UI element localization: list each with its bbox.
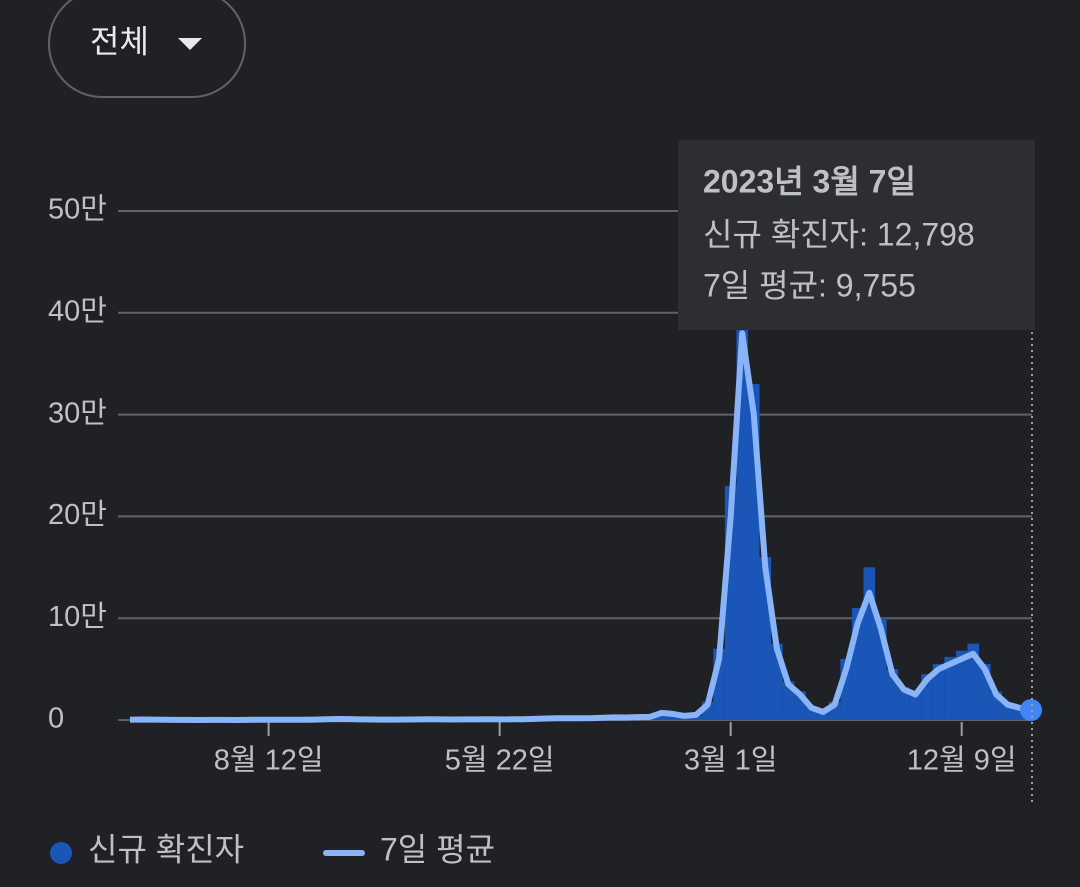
x-tick-label: 5월 22일: [445, 744, 555, 777]
y-tick-label: 10만: [48, 601, 107, 633]
legend-dot: [50, 842, 72, 864]
legend-label: 7일 평균: [380, 831, 495, 867]
y-tick-label: 50만: [48, 194, 107, 226]
tooltip-line: 7일 평균: 9,755: [703, 267, 916, 303]
tooltip-title: 2023년 3월 7일: [703, 163, 916, 199]
x-tick-label: 8월 12일: [214, 744, 324, 777]
dropdown-arrow: [178, 38, 202, 50]
y-tick-label: 40만: [48, 295, 107, 327]
x-tick-label: 3월 1일: [684, 744, 778, 777]
legend-label: 신규 확진자: [88, 831, 244, 867]
tooltip-line: 신규 확진자: 12,798: [703, 216, 975, 252]
y-tick-label: 0: [48, 703, 64, 735]
y-tick-label: 30만: [48, 397, 107, 429]
x-tick-label: 12월 9일: [907, 744, 1017, 777]
filter-label: 전체: [90, 23, 149, 59]
average-line: [130, 333, 1031, 720]
y-tick-label: 20만: [48, 499, 107, 531]
